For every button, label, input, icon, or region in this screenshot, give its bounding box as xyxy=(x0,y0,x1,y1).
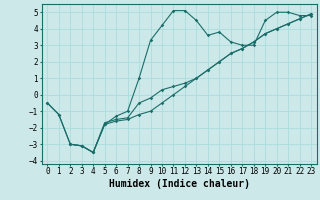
X-axis label: Humidex (Indice chaleur): Humidex (Indice chaleur) xyxy=(109,179,250,189)
